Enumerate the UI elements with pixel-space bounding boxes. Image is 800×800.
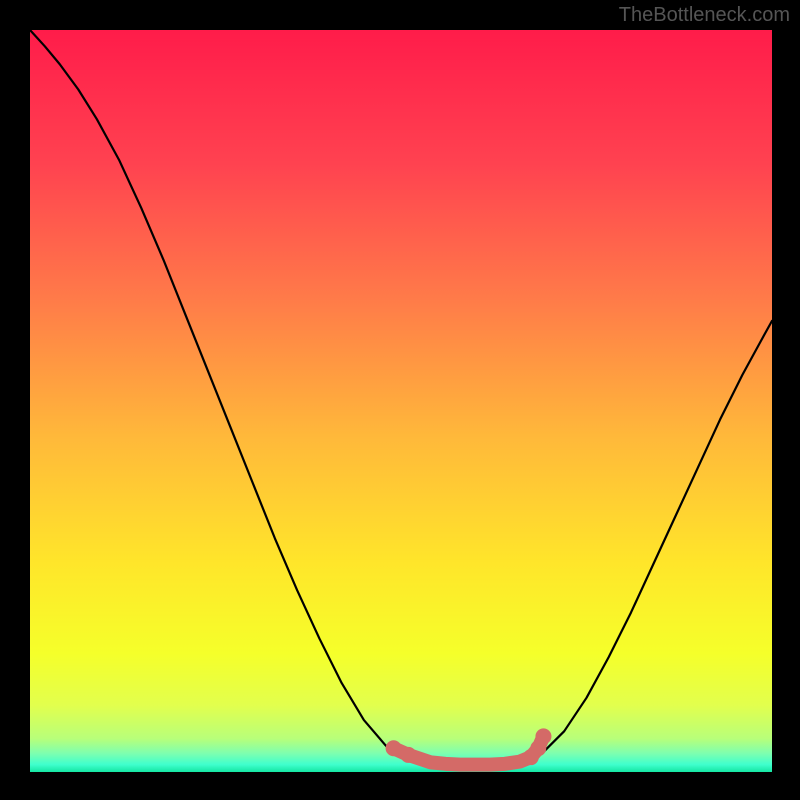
marker-dot xyxy=(535,728,551,744)
marker-dot xyxy=(400,747,416,763)
chart-stage: TheBottleneck.com xyxy=(0,0,800,800)
marker-dot xyxy=(386,740,402,756)
marker-band xyxy=(394,736,544,764)
watermark-text: TheBottleneck.com xyxy=(619,4,790,27)
curve-layer xyxy=(0,0,800,800)
bottleneck-curve xyxy=(30,30,772,768)
